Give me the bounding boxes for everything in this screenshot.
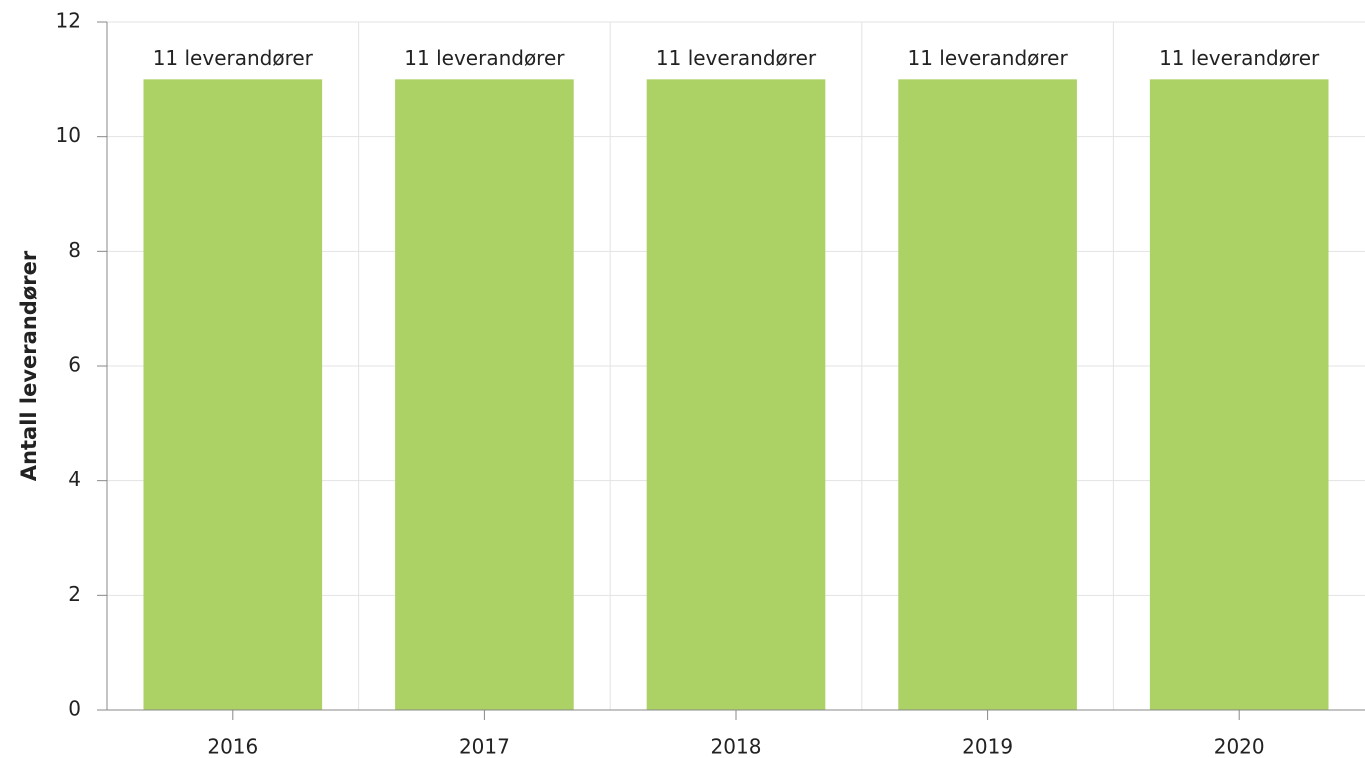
value-label: 11 leverandører [656,46,817,70]
bar [1149,79,1329,711]
x-tick-label: 2018 [711,735,762,758]
x-tick-label: 2020 [1214,735,1265,758]
value-label: 11 leverandører [153,46,314,70]
y-tick-label: 12 [56,9,81,33]
x-tick-label: 2019 [962,735,1013,758]
y-tick-label: 6 [68,353,81,377]
bar [143,79,323,711]
y-tick-label: 8 [68,238,81,262]
y-tick-label: 0 [68,697,81,721]
y-tick-label: 10 [56,123,81,147]
bar [898,79,1077,711]
x-tick-label: 2016 [207,735,258,758]
y-tick-label: 4 [68,467,81,491]
bar [646,79,826,711]
y-axis-title: Antall leverandører [17,250,41,481]
x-tick-label: 2017 [459,735,510,758]
value-label: 11 leverandører [404,46,565,70]
y-tick-label: 2 [68,582,81,606]
bar [395,79,574,711]
value-label: 11 leverandører [1159,46,1320,70]
value-label: 11 leverandører [907,46,1068,70]
